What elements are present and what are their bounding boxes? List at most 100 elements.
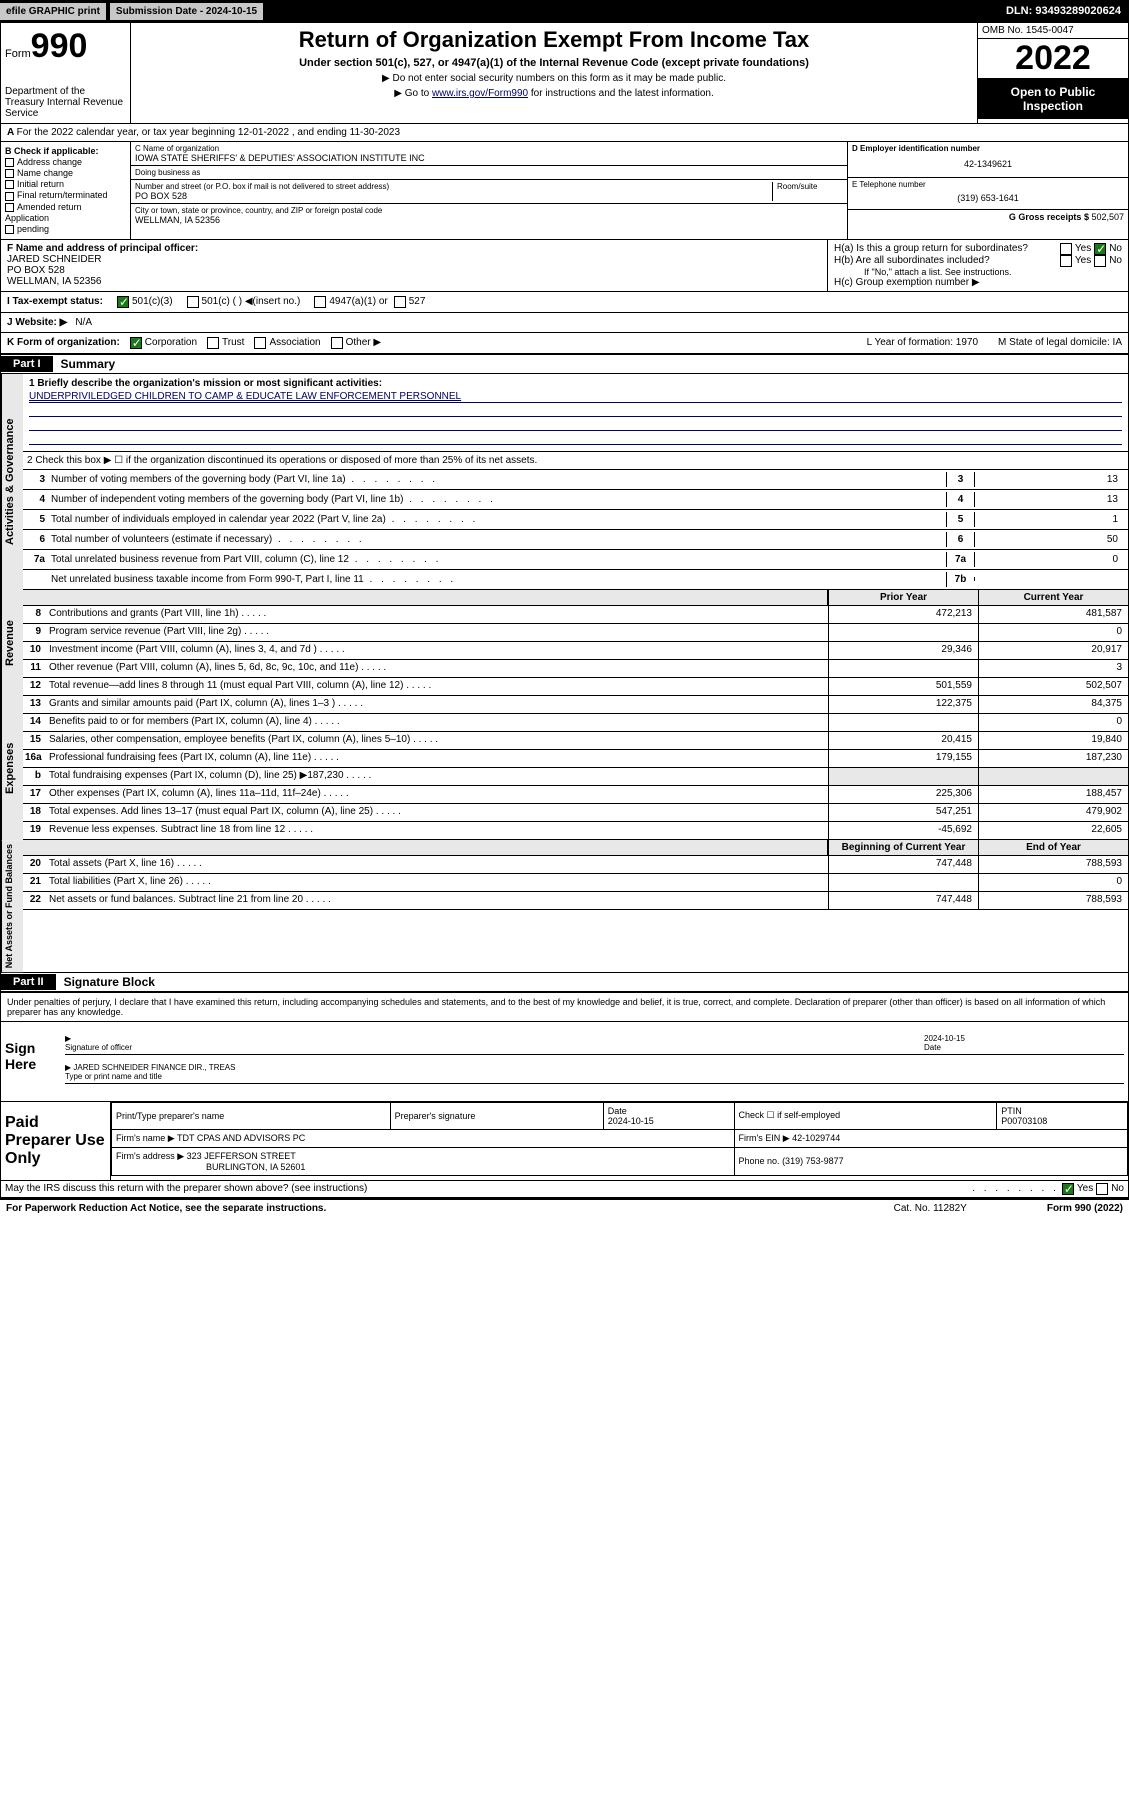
header-right: OMB No. 1545-0047 2022 Open to Public In…: [978, 23, 1128, 123]
summary-line: 6Total number of volunteers (estimate if…: [23, 530, 1128, 550]
vtab-expenses: Expenses: [1, 696, 23, 840]
irs-link[interactable]: www.irs.gov/Form990: [432, 88, 528, 99]
part2-bar: Part II Signature Block: [1, 972, 1128, 992]
mission-text: UNDERPRIVILEDGED CHILDREN TO CAMP & EDUC…: [29, 391, 1122, 403]
tax-year: 2022: [978, 39, 1128, 79]
chk-other[interactable]: [331, 337, 343, 349]
top-bar: efile GRAPHIC print Submission Date - 20…: [0, 0, 1129, 22]
form-990: Form990 Department of the Treasury Inter…: [0, 22, 1129, 1199]
chk-pending[interactable]: [5, 225, 14, 234]
summary-line: 15Salaries, other compensation, employee…: [23, 732, 1128, 750]
paid-preparer-body: Print/Type preparer's name Preparer's si…: [111, 1102, 1128, 1180]
col-b-checkboxes: B Check if applicable: Address change Na…: [1, 142, 131, 239]
form-number: Form990: [5, 27, 126, 66]
chk-527[interactable]: [394, 296, 406, 308]
ein-cell: D Employer identification number 42-1349…: [848, 142, 1128, 178]
submission-date: Submission Date - 2024-10-15: [110, 3, 263, 20]
firm-name: TDT CPAS AND ADVISORS PC: [177, 1133, 305, 1143]
org-address: PO BOX 528: [135, 191, 768, 201]
line-2: 2 Check this box ▶ ☐ if the organization…: [23, 452, 1128, 470]
sign-here-row: Sign Here ▶Signature of officer 2024-10-…: [1, 1021, 1128, 1101]
ein-value: 42-1349621: [852, 153, 1124, 175]
website-value: N/A: [75, 317, 92, 328]
header-left: Form990 Department of the Treasury Inter…: [1, 23, 131, 123]
open-to-public: Open to Public Inspection: [978, 79, 1128, 119]
chk-corp[interactable]: [130, 337, 142, 349]
header-sub2: ▶ Do not enter social security numbers o…: [135, 73, 973, 84]
header-sub1: Under section 501(c), 527, or 4947(a)(1)…: [135, 57, 973, 69]
tax-exempt-row: I Tax-exempt status: 501(c)(3) 501(c) ( …: [1, 292, 1128, 313]
hb-yes[interactable]: [1060, 255, 1072, 267]
summary-line: 10Investment income (Part VIII, column (…: [23, 642, 1128, 660]
dln: DLN: 93493289020624: [1006, 5, 1129, 17]
ha-yes[interactable]: [1060, 243, 1072, 255]
chk-assoc[interactable]: [254, 337, 266, 349]
firm-address: 323 JEFFERSON STREET: [187, 1151, 296, 1161]
chk-trust[interactable]: [207, 337, 219, 349]
chk-initial-return[interactable]: [5, 180, 14, 189]
summary-line: 4Number of independent voting members of…: [23, 490, 1128, 510]
chk-501c[interactable]: [187, 296, 199, 308]
col-b-header: B Check if applicable:: [5, 146, 126, 156]
chk-name-change[interactable]: [5, 169, 14, 178]
governance-section: 1 Briefly describe the organization's mi…: [23, 374, 1128, 590]
summary-line: 7aTotal unrelated business revenue from …: [23, 550, 1128, 570]
org-city: WELLMAN, IA 52356: [135, 215, 843, 225]
principal-name: JARED SCHNEIDER: [7, 254, 821, 265]
phone-cell: E Telephone number (319) 653-1641: [848, 178, 1128, 210]
col-d-to-g: D Employer identification number 42-1349…: [848, 142, 1128, 239]
form-ref: Form 990 (2022): [1047, 1203, 1123, 1214]
dba-cell: Doing business as: [131, 166, 847, 180]
expenses-body: Expenses 13Grants and similar amounts pa…: [1, 696, 1128, 840]
summary-line: 17Other expenses (Part IX, column (A), l…: [23, 786, 1128, 804]
paid-preparer-label: Paid Preparer Use Only: [1, 1102, 111, 1180]
gross-receipts-cell: G Gross receipts $ 502,507: [848, 210, 1128, 224]
expenses-section: 13Grants and similar amounts paid (Part …: [23, 696, 1128, 840]
summary-line: 9Program service revenue (Part VIII, lin…: [23, 624, 1128, 642]
vtab-governance: Activities & Governance: [1, 374, 23, 590]
summary-line: 3Number of voting members of the governi…: [23, 470, 1128, 490]
org-name-cell: C Name of organization IOWA STATE SHERIF…: [131, 142, 847, 166]
row-a-tax-year: A For the 2022 calendar year, or tax yea…: [1, 124, 1128, 142]
year-formation: L Year of formation: 1970: [867, 337, 978, 348]
sign-here-label: Sign Here: [1, 1022, 61, 1101]
summary-line: Net unrelated business taxable income fr…: [23, 570, 1128, 590]
paid-preparer-row: Paid Preparer Use Only Print/Type prepar…: [1, 1101, 1128, 1180]
form-title: Return of Organization Exempt From Incom…: [135, 27, 973, 53]
may-irs-no[interactable]: [1096, 1183, 1108, 1195]
may-irs-yes[interactable]: [1062, 1183, 1074, 1195]
cat-no: Cat. No. 11282Y: [894, 1203, 967, 1214]
header-sub3: ▶ Go to www.irs.gov/Form990 for instruct…: [135, 88, 973, 99]
chk-4947[interactable]: [314, 296, 326, 308]
part1-title: Summary: [53, 355, 124, 373]
principal-left: F Name and address of principal officer:…: [1, 240, 828, 291]
summary-body: Activities & Governance 1 Briefly descri…: [1, 374, 1128, 590]
ha-no[interactable]: [1094, 243, 1106, 255]
form-header: Form990 Department of the Treasury Inter…: [1, 23, 1128, 124]
summary-line: 18Total expenses. Add lines 13–17 (must …: [23, 804, 1128, 822]
chk-address-change[interactable]: [5, 158, 14, 167]
chk-final-return[interactable]: [5, 192, 14, 201]
k-row: K Form of organization: Corporation Trus…: [1, 333, 1128, 354]
revenue-body: Revenue Prior Year Current Year 8Contrib…: [1, 590, 1128, 696]
mission-block: 1 Briefly describe the organization's mi…: [23, 374, 1128, 452]
summary-line: 8Contributions and grants (Part VIII, li…: [23, 606, 1128, 624]
website-row: J Website: ▶ N/A: [1, 313, 1128, 333]
signature-section: Under penalties of perjury, I declare th…: [1, 992, 1128, 1198]
sign-here-body: ▶Signature of officer 2024-10-15Date ▶ J…: [61, 1022, 1128, 1101]
may-irs-row: May the IRS discuss this return with the…: [1, 1180, 1128, 1198]
ptin-value: P00703108: [1001, 1116, 1047, 1126]
header-middle: Return of Organization Exempt From Incom…: [131, 23, 978, 123]
summary-line: 21Total liabilities (Part X, line 26) . …: [23, 874, 1128, 892]
summary-line: 22Net assets or fund balances. Subtract …: [23, 892, 1128, 910]
chk-amended[interactable]: [5, 203, 14, 212]
preparer-table: Print/Type preparer's name Preparer's si…: [111, 1102, 1128, 1176]
hb-no[interactable]: [1094, 255, 1106, 267]
omb-number: OMB No. 1545-0047: [978, 23, 1128, 39]
chk-501c3[interactable]: [117, 296, 129, 308]
rev-col-headers: Prior Year Current Year: [23, 590, 1128, 606]
section-b-to-g: B Check if applicable: Address change Na…: [1, 142, 1128, 240]
officer-name: JARED SCHNEIDER FINANCE DIR., TREAS: [73, 1063, 235, 1072]
efile-label: efile GRAPHIC print: [0, 3, 106, 20]
summary-line: 14Benefits paid to or for members (Part …: [23, 714, 1128, 732]
